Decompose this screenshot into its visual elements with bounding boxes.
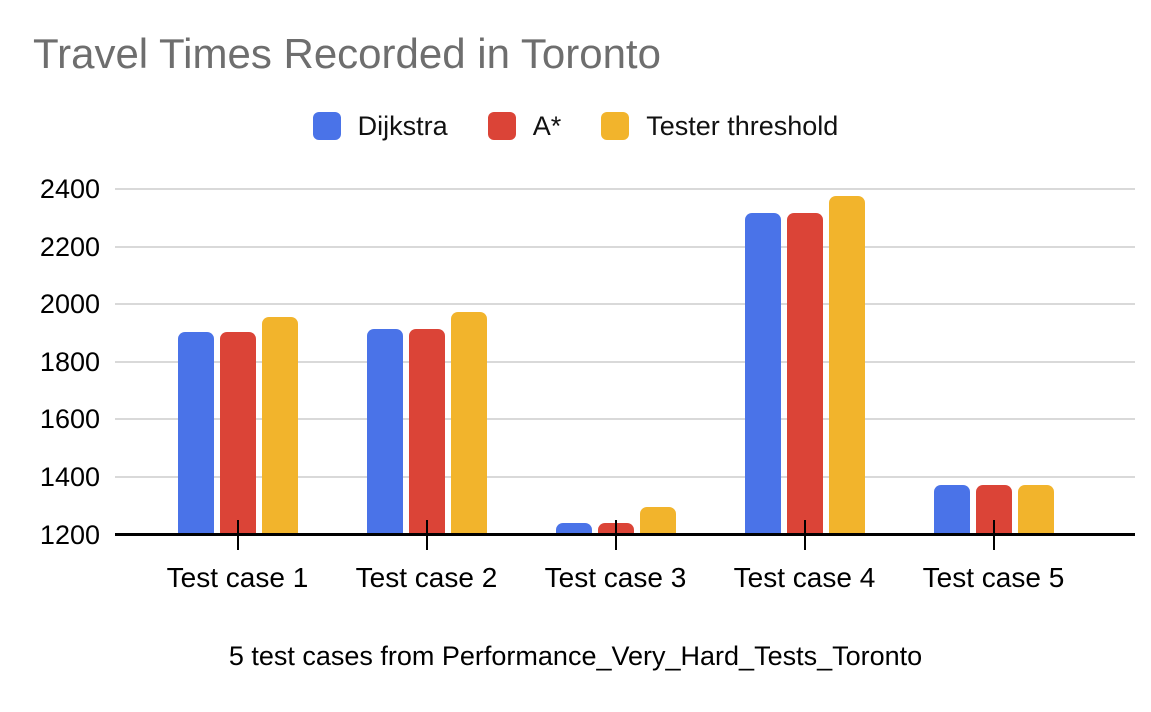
gridline — [115, 475, 1135, 478]
x-axis-line — [115, 533, 1135, 536]
bar-a-test-case-2 — [408, 329, 445, 535]
legend-label-tester-threshold: Tester threshold — [646, 110, 839, 141]
gridline — [115, 303, 1135, 306]
y-axis-tick-label: 2400 — [39, 174, 100, 205]
bar-a-test-case-1 — [219, 331, 256, 535]
legend-label-dijkstra: Dijkstra — [357, 110, 448, 141]
bar-dijkstra-test-case-4 — [744, 213, 781, 535]
bar-tester-threshold-test-case-5 — [1017, 484, 1054, 535]
legend-item-tester-threshold: Tester threshold — [601, 111, 838, 142]
bar-a-test-case-4 — [786, 213, 823, 535]
legend-item-dijkstra: Dijkstra — [312, 110, 448, 142]
gridline — [115, 418, 1135, 421]
y-axis-tick-label: 2200 — [39, 231, 100, 262]
x-axis-tick — [614, 520, 617, 550]
bar-dijkstra-test-case-2 — [366, 329, 403, 535]
legend-label-a: A* — [532, 110, 562, 141]
y-axis-tick-label: 1600 — [39, 404, 100, 435]
x-axis-category-label: Test case 3 — [544, 562, 687, 593]
x-axis-tick — [425, 520, 428, 550]
y-axis-tick-label: 1200 — [39, 519, 100, 550]
bar-tester-threshold-test-case-3 — [639, 507, 676, 535]
bar-dijkstra-test-case-3 — [555, 522, 592, 535]
x-axis-category-label: Test case 5 — [922, 562, 1065, 593]
y-axis-tick-label: 2000 — [39, 289, 100, 320]
bar-tester-threshold-test-case-2 — [450, 312, 487, 535]
bar-tester-threshold-test-case-4 — [828, 196, 865, 535]
x-axis-tick — [992, 520, 995, 550]
bar-dijkstra-test-case-1 — [177, 331, 214, 535]
legend: Dijkstra A* Tester threshold — [0, 106, 1151, 146]
y-axis-tick-label: 1800 — [39, 346, 100, 377]
legend-swatch-tester-threshold — [601, 112, 630, 140]
gridline — [115, 245, 1135, 248]
x-axis-caption: 5 test cases from Performance_Very_Hard_… — [228, 641, 923, 671]
legend-swatch-dijkstra — [312, 112, 341, 140]
x-axis-tick — [236, 520, 239, 550]
y-axis-tick-label: 1400 — [39, 461, 100, 492]
bar-dijkstra-test-case-5 — [933, 484, 970, 535]
legend-swatch-a — [487, 112, 516, 140]
gridline — [115, 360, 1135, 363]
x-axis-category-label: Test case 4 — [733, 562, 876, 593]
legend-item-a: A* — [487, 110, 562, 142]
chart-title: Travel Times Recorded in Toronto — [33, 30, 661, 77]
x-axis-category-label: Test case 1 — [166, 562, 309, 593]
gridline — [115, 188, 1135, 191]
bar-tester-threshold-test-case-1 — [261, 317, 298, 535]
x-axis-tick — [803, 520, 806, 550]
x-axis-category-label: Test case 2 — [355, 562, 498, 593]
